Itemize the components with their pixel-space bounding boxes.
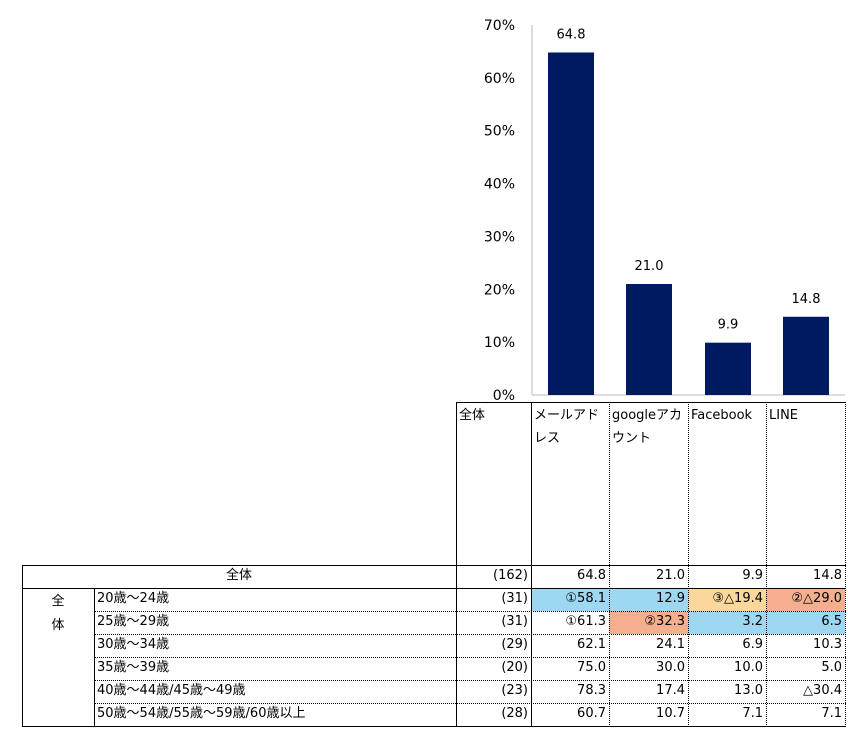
table-cell: 62.1	[577, 637, 606, 652]
y-tick-label: 50%	[484, 124, 515, 140]
table-cell: 75.0	[577, 660, 606, 675]
bar-chart: 0% 10% 20% 30% 40% 50% 60% 70% 64.8 21.0 9.9 14.8	[484, 18, 845, 400]
group-label: 全体	[51, 594, 65, 633]
table-cell: 6.5	[766, 611, 845, 634]
table-cell: 7.1	[742, 706, 763, 721]
table-cell: 3.2	[688, 611, 766, 634]
data-label: 9.9	[718, 318, 739, 333]
divider	[845, 402, 846, 727]
table-cell: 7.1	[821, 706, 842, 721]
y-tick-label: 10%	[484, 335, 515, 351]
column-header: LINE	[769, 408, 799, 423]
divider	[688, 402, 689, 727]
column-header: googleアカウント	[612, 408, 683, 446]
column-header: Facebook	[691, 408, 753, 423]
divider	[531, 402, 532, 727]
table-cell: 14.8	[813, 568, 842, 583]
sample-size: (23)	[501, 683, 528, 698]
data-label: 14.8	[792, 292, 821, 307]
table-cell: 10.3	[813, 637, 842, 652]
divider	[94, 611, 846, 612]
row-label: 25歳～29歳	[97, 614, 170, 629]
row-label: 30歳～34歳	[97, 637, 170, 652]
sample-size: (29)	[501, 637, 528, 652]
y-tick-label: 60%	[484, 71, 515, 87]
table-cell: 6.9	[742, 637, 763, 652]
table-cell: 10.7	[656, 706, 685, 721]
divider	[94, 703, 846, 704]
table-cell: 17.4	[656, 683, 685, 698]
table-cell: 21.0	[656, 568, 685, 583]
divider	[456, 402, 846, 403]
row-label: 40歳～44歳/45歳～49歳	[97, 683, 246, 698]
table-cell: 30.0	[656, 660, 685, 675]
table-cell: ③△19.4	[688, 588, 766, 611]
bar	[783, 316, 829, 395]
table-cell: 9.9	[742, 568, 763, 583]
row-label: 20歳～24歳	[97, 591, 170, 606]
divider	[766, 402, 767, 727]
table-cell: 10.0	[734, 660, 763, 675]
y-tick-label: 70%	[484, 18, 515, 34]
divider	[22, 565, 846, 566]
table-cell: 60.7	[577, 706, 606, 721]
table-cell: 5.0	[821, 660, 842, 675]
table-cell: ②32.3	[609, 611, 688, 634]
sample-size: (28)	[501, 706, 528, 721]
divider	[609, 402, 610, 727]
table-cell: ①58.1	[531, 588, 609, 611]
y-tick-label: 40%	[484, 177, 515, 193]
column-header: メールアドレス	[534, 408, 600, 446]
sample-size: (31)	[501, 591, 528, 606]
table-cell: 24.1	[656, 637, 685, 652]
row-label: 35歳～39歳	[97, 660, 170, 675]
table-cell: 64.8	[577, 568, 606, 583]
y-tick-label: 0%	[493, 388, 515, 400]
bar	[548, 52, 594, 395]
bar	[626, 284, 672, 395]
table-cell: 13.0	[734, 683, 763, 698]
sample-size: (31)	[501, 614, 528, 629]
divider	[94, 657, 846, 658]
divider	[94, 634, 846, 635]
table-cell: 12.9	[609, 588, 688, 611]
row-label: 50歳～54歳/55歳～59歳/60歳以上	[97, 706, 306, 721]
header-total: 全体	[459, 408, 486, 423]
divider	[94, 588, 95, 727]
bar	[705, 342, 751, 395]
table-cell: ②△29.0	[766, 588, 845, 611]
table-cell: △30.4	[803, 683, 842, 698]
sample-size: (162)	[493, 568, 528, 583]
sample-size: (20)	[501, 660, 528, 675]
divider	[22, 588, 846, 589]
y-tick-label: 20%	[484, 282, 515, 298]
data-label: 64.8	[557, 27, 586, 42]
table-cell: ①61.3	[565, 614, 606, 629]
divider	[94, 680, 846, 681]
divider	[22, 726, 846, 727]
divider	[22, 565, 23, 727]
y-tick-label: 30%	[484, 229, 515, 245]
overall-row-label: 全体	[225, 568, 252, 583]
table-cell: 78.3	[577, 683, 606, 698]
data-label: 21.0	[635, 259, 664, 274]
divider	[456, 402, 457, 727]
